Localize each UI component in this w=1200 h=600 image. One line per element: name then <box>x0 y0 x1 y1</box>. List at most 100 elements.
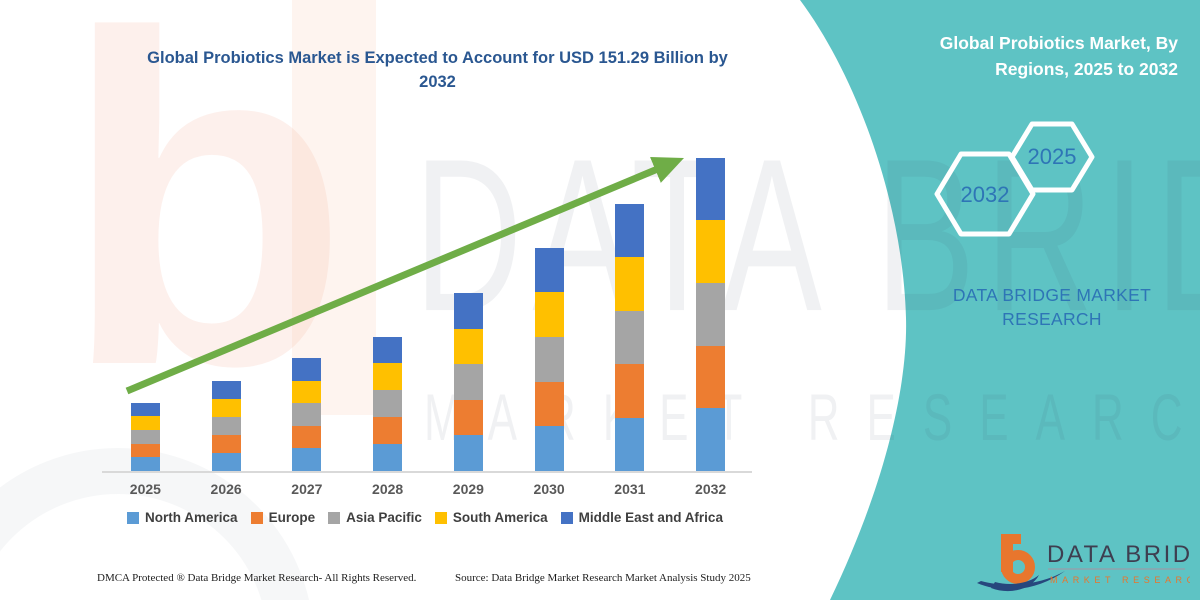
segment-2026-middle-east-and-africa <box>211 381 241 399</box>
segment-2029-europe <box>453 399 483 436</box>
segment-2028-north-america <box>373 444 403 471</box>
legend-label: Middle East and Africa <box>578 510 723 525</box>
legend-label: Europe <box>268 510 316 525</box>
segment-2025-middle-east-and-africa <box>130 402 160 417</box>
legend-item-middle-east-and-africa: Middle East and Africa <box>560 510 723 525</box>
stacked-bar-2025 <box>130 402 160 471</box>
segment-2030-north-america <box>534 426 564 471</box>
stacked-bar-2029 <box>453 293 483 471</box>
segment-2028-europe <box>373 417 403 445</box>
segment-2026-europe <box>211 435 241 453</box>
legend-swatch-icon <box>434 511 447 524</box>
segment-2027-middle-east-and-africa <box>292 358 322 381</box>
segment-2027-south-america <box>292 380 322 404</box>
bar-column-2027 <box>267 358 348 471</box>
segment-2031-europe <box>615 364 645 418</box>
chart-legend: North America Europe Asia Pacific South Ame… <box>80 510 770 525</box>
x-axis-label-2026: 2026 <box>210 481 242 497</box>
panel-brand-text: DATA BRIDGE MARKET RESEARCH <box>952 285 1152 329</box>
segment-2032-north-america <box>696 408 726 471</box>
stacked-bar-2026 <box>211 381 241 471</box>
bar-column-2032 <box>670 157 751 471</box>
hexagon-year-end-label: 2032 <box>961 182 1010 207</box>
bar-column-2030 <box>509 247 590 471</box>
segment-2025-europe <box>130 443 160 458</box>
stacked-bar-2028 <box>373 336 403 471</box>
segment-2029-south-america <box>453 328 483 365</box>
segment-2031-south-america <box>615 257 645 311</box>
segment-2032-asia-pacific <box>696 282 726 346</box>
stacked-bar-2030 <box>534 247 564 471</box>
hexagon-2032-icon <box>934 151 1036 237</box>
bar-chart-plot-area <box>105 138 751 471</box>
segment-2028-asia-pacific <box>373 390 403 418</box>
bar-column-2028 <box>347 336 428 471</box>
legend-item-europe: Europe <box>250 510 316 525</box>
legend-swatch-icon <box>127 511 140 524</box>
segment-2032-south-america <box>696 220 726 283</box>
year-hexagons: 2025 2032 <box>934 121 1095 237</box>
legend-label: South America <box>452 510 548 525</box>
segment-2031-north-america <box>615 417 645 471</box>
segment-2026-asia-pacific <box>211 417 241 435</box>
segment-2030-europe <box>534 381 564 427</box>
legend-swatch-icon <box>328 511 341 524</box>
hexagon-year-start-label: 2025 <box>1028 144 1077 169</box>
hexagon-2025-icon <box>1009 121 1095 193</box>
segment-2029-asia-pacific <box>453 364 483 400</box>
segment-2027-north-america <box>292 448 322 471</box>
segment-2025-north-america <box>130 457 160 471</box>
segment-2032-middle-east-and-africa <box>696 157 726 221</box>
chart-title: Global Probiotics Market is Expected to … <box>147 49 728 91</box>
segment-2025-asia-pacific <box>130 429 160 444</box>
bar-column-2025 <box>105 402 186 471</box>
segment-2031-middle-east-and-africa <box>615 204 645 258</box>
x-axis-line <box>102 471 752 473</box>
logo-b-icon <box>977 534 1065 592</box>
logo-sub-text: MARKET RESEARCH <box>1050 575 1190 585</box>
segment-2029-north-america <box>453 435 483 471</box>
segment-2028-middle-east-and-africa <box>373 336 403 364</box>
x-axis-label-2028: 2028 <box>372 481 404 497</box>
x-axis-label-2027: 2027 <box>291 481 323 497</box>
legend-item-north-america: North America <box>127 510 238 525</box>
segment-2025-south-america <box>130 416 160 430</box>
x-axis-label-2025: 2025 <box>129 481 161 497</box>
segment-2028-south-america <box>373 363 403 391</box>
teal-side-panel <box>800 0 1200 600</box>
segment-2032-europe <box>696 345 726 409</box>
legend-swatch-icon <box>560 511 573 524</box>
source-text: Source: Data Bridge Market Research Mark… <box>455 572 751 584</box>
legend-label: Asia Pacific <box>346 510 422 525</box>
bar-column-2031 <box>590 204 671 471</box>
legend-label: North America <box>145 510 238 525</box>
databridge-logo: DATA BRIDGE MARKET RESEARCH <box>977 534 1190 592</box>
segment-2030-middle-east-and-africa <box>534 247 564 293</box>
segment-2029-middle-east-and-africa <box>453 293 483 329</box>
segment-2031-asia-pacific <box>615 310 645 365</box>
segment-2027-europe <box>292 425 322 449</box>
legend-swatch-icon <box>250 511 263 524</box>
logo-name-text: DATA BRIDGE <box>1047 541 1190 568</box>
segment-2030-asia-pacific <box>534 336 564 382</box>
segment-2030-south-america <box>534 292 564 337</box>
segment-2027-asia-pacific <box>292 403 322 426</box>
bar-column-2029 <box>428 293 509 471</box>
stacked-bar-2031 <box>615 204 645 471</box>
x-axis-label-2029: 2029 <box>452 481 484 497</box>
legend-item-south-america: South America <box>434 510 548 525</box>
segment-2026-south-america <box>211 399 241 417</box>
x-axis-labels: 2025 2026 2027 2028 2029 2030 2031 2032 <box>105 481 751 497</box>
x-axis-label-2032: 2032 <box>695 481 727 497</box>
legend-item-asia-pacific: Asia Pacific <box>328 510 422 525</box>
stacked-bar-2027 <box>292 358 322 471</box>
segment-2026-north-america <box>211 453 241 471</box>
x-axis-label-2030: 2030 <box>533 481 565 497</box>
stacked-bar-2032 <box>696 157 726 471</box>
panel-title: Global Probiotics Market, By Regions, 20… <box>939 33 1178 79</box>
bar-column-2026 <box>186 381 267 471</box>
copyright-text: DMCA Protected ® Data Bridge Market Rese… <box>97 572 417 584</box>
x-axis-label-2031: 2031 <box>614 481 646 497</box>
